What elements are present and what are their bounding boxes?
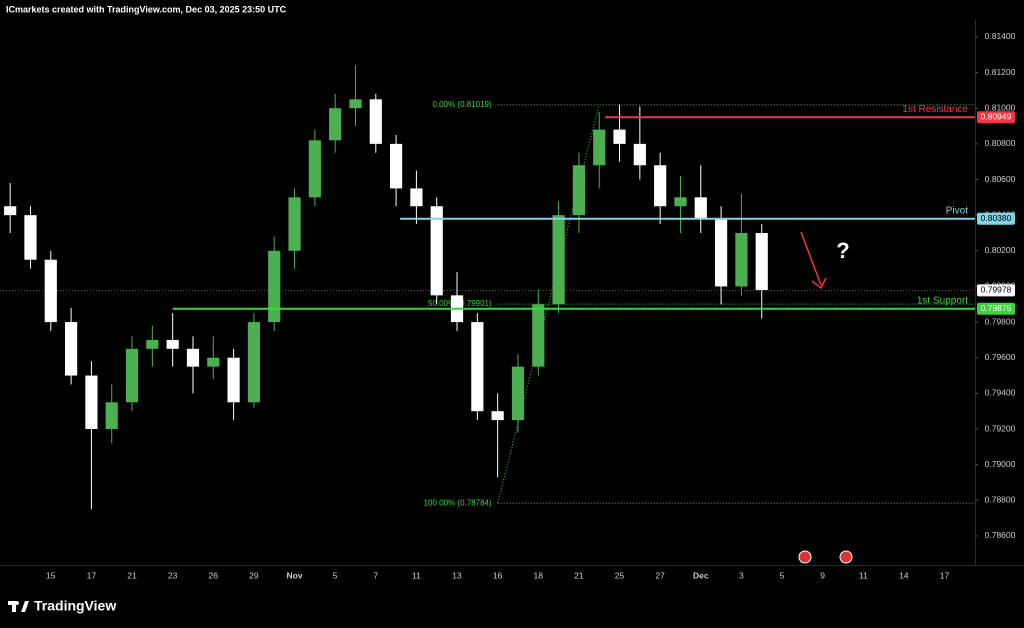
- candle-body: [511, 366, 525, 421]
- y-tick-label: 0.81200: [985, 67, 1016, 77]
- x-tick-label: 17: [87, 570, 97, 580]
- candle-body: [735, 232, 748, 287]
- fib-label: 100.00% (0.78784): [424, 498, 492, 507]
- level-name: 1st Resistance: [902, 104, 968, 115]
- x-tick-label: 15: [46, 570, 56, 580]
- candle-body: [572, 165, 585, 216]
- candle-body: [552, 215, 565, 305]
- x-tick-label: Dec: [693, 570, 709, 580]
- candle-body: [288, 197, 301, 251]
- x-tick-label: 17: [940, 570, 950, 580]
- y-tick-label: 0.78600: [985, 530, 1016, 540]
- y-tick-label: 0.81000: [985, 102, 1016, 112]
- x-tick-label: 25: [615, 570, 625, 580]
- y-tick-label: 0.79200: [985, 423, 1016, 433]
- y-tick-label: 0.80600: [985, 174, 1016, 184]
- candle-body: [390, 143, 403, 189]
- candle-body: [85, 375, 98, 430]
- candle-body: [105, 402, 118, 430]
- candle-body: [349, 99, 362, 109]
- fib-label: 0.00% (0.81019): [433, 100, 492, 109]
- candle-body: [430, 206, 443, 296]
- candle-body: [125, 348, 139, 403]
- x-tick-label: 11: [412, 570, 421, 580]
- candle-body: [410, 188, 423, 207]
- x-tick-label: 3: [739, 570, 744, 580]
- candle-body: [247, 322, 260, 403]
- y-tick-label: 0.79600: [985, 352, 1016, 362]
- arrow: [800, 231, 827, 290]
- x-tick-label: 21: [574, 570, 584, 580]
- level-name: 1st Support: [917, 295, 968, 306]
- y-tick-label: 0.78800: [985, 495, 1016, 505]
- candle-body: [146, 339, 159, 349]
- x-tick-label: 13: [452, 570, 462, 580]
- last-price: 0.79978: [981, 285, 1012, 295]
- candle-body: [308, 140, 321, 198]
- x-tick-label: 26: [209, 570, 219, 580]
- candle-body: [166, 339, 179, 349]
- candle-body: [633, 143, 646, 166]
- x-tick-label: 18: [534, 570, 544, 580]
- y-tick-label: 0.79000: [985, 459, 1016, 469]
- candle-body: [329, 108, 342, 141]
- y-tick-label: 0.79800: [985, 316, 1016, 326]
- candle-body: [207, 357, 220, 367]
- x-tick-label: 23: [168, 570, 178, 580]
- candle-body: [471, 322, 484, 412]
- x-tick-label: 5: [780, 570, 785, 580]
- candle-body: [674, 197, 687, 207]
- level-price-box: [977, 212, 1015, 225]
- last-price-box: [977, 284, 1015, 297]
- level-price: 0.80949: [981, 112, 1012, 122]
- candle-body: [755, 232, 768, 291]
- header: ICmarkets created with TradingView.com, …: [6, 4, 287, 14]
- brand: TradingView: [34, 598, 116, 614]
- candle-body: [532, 304, 545, 367]
- candle-body: [654, 165, 667, 207]
- candle-body: [369, 99, 382, 144]
- x-tick-label: 9: [820, 570, 825, 580]
- candle-body: [24, 215, 37, 260]
- candle-body: [4, 206, 17, 216]
- level-price-box: [977, 111, 1015, 124]
- x-tick-label: 14: [899, 570, 909, 580]
- candle-body: [491, 411, 504, 421]
- candle-body: [694, 197, 707, 219]
- candle-body: [65, 322, 78, 376]
- y-tick-label: 0.80200: [985, 245, 1016, 255]
- candle-body: [268, 250, 281, 323]
- candle-body: [613, 129, 626, 144]
- candle-body: [593, 129, 606, 166]
- x-tick-label: 5: [333, 570, 338, 580]
- level-price: 0.80380: [981, 213, 1012, 223]
- y-tick-label: 0.81400: [985, 31, 1016, 41]
- x-tick-label: 11: [859, 570, 868, 580]
- candle-body: [715, 218, 728, 287]
- x-tick-label: 27: [655, 570, 665, 580]
- y-tick-label: 0.80800: [985, 138, 1016, 148]
- candle-body: [44, 259, 57, 323]
- x-tick-label: Nov: [287, 570, 303, 580]
- annotation: ?: [836, 238, 849, 263]
- level-price-box: [977, 302, 1015, 315]
- level-name: Pivot: [946, 205, 968, 216]
- level-price: 0.79875: [981, 303, 1012, 313]
- candle-body: [227, 357, 240, 403]
- x-tick-label: 29: [249, 570, 259, 580]
- x-tick-label: 16: [493, 570, 503, 580]
- brand-logo: [8, 601, 29, 612]
- x-tick-label: 7: [373, 570, 378, 580]
- event-icons: [798, 550, 853, 564]
- x-tick-label: 21: [127, 570, 137, 580]
- candle-body: [186, 348, 200, 367]
- y-tick-label: 0.79400: [985, 388, 1016, 398]
